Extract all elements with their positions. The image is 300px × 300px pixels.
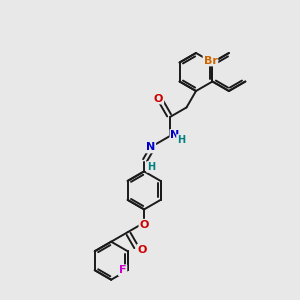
Text: Br: Br bbox=[203, 56, 218, 65]
Text: F: F bbox=[119, 265, 126, 275]
Text: O: O bbox=[154, 94, 163, 103]
Text: H: H bbox=[177, 135, 185, 145]
Text: N: N bbox=[146, 142, 155, 152]
Text: H: H bbox=[147, 162, 155, 172]
Text: N: N bbox=[170, 130, 180, 140]
Text: O: O bbox=[140, 220, 149, 230]
Text: O: O bbox=[137, 245, 147, 255]
